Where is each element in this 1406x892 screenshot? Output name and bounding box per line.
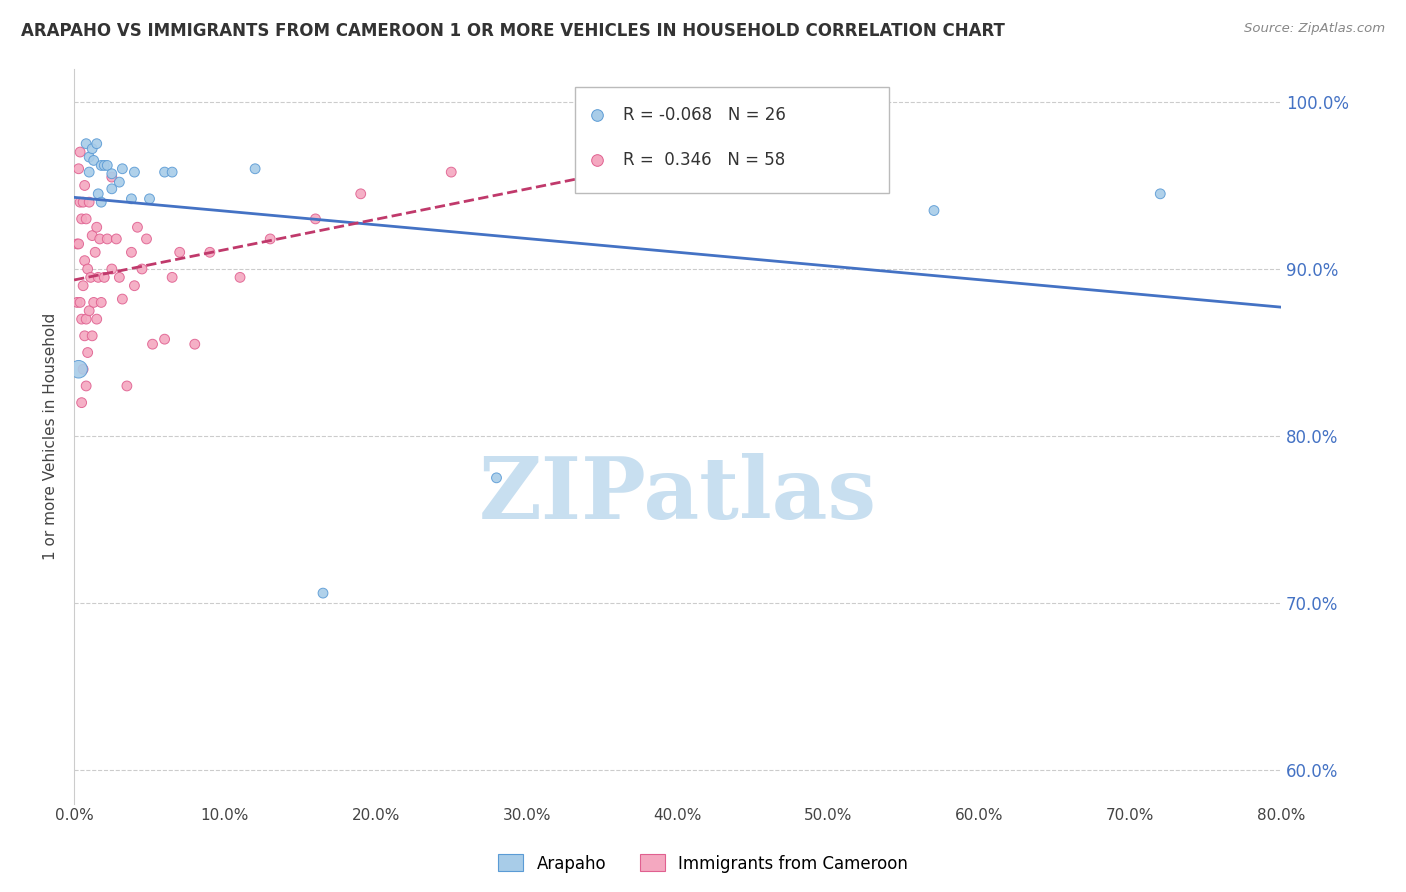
Point [67,161,90,176]
Point [72,195,94,210]
Y-axis label: 1 or more Vehicles in Household: 1 or more Vehicles in Household [44,312,58,559]
Point [66,236,89,251]
Point [131,262,153,277]
Text: ARAPAHO VS IMMIGRANTS FROM CAMEROON 1 OR MORE VEHICLES IN HOUSEHOLD CORRELATION : ARAPAHO VS IMMIGRANTS FROM CAMEROON 1 OR… [21,22,1005,40]
Point [76,262,98,277]
Point [77,195,100,210]
Point [101,170,124,185]
Text: ZIPatlas: ZIPatlas [478,453,876,537]
Point [69,195,91,210]
Point [70,395,93,409]
Point [440,165,463,179]
Point [127,220,149,235]
Point [101,262,124,277]
Point [485,471,508,485]
Point [75,136,97,151]
Point [96,232,118,246]
Point [77,165,100,179]
Point [243,161,266,176]
Point [108,270,131,285]
Point [87,186,110,201]
Point [69,295,91,310]
Point [120,192,142,206]
Point [96,158,118,172]
Point [229,270,252,285]
Point [115,379,138,393]
Point [198,245,221,260]
Point [77,303,100,318]
Point [108,175,131,189]
Point [86,312,108,326]
Point [135,232,157,246]
Point [141,337,163,351]
Point [101,167,124,181]
Point [70,211,93,226]
Point [69,145,91,159]
Point [716,200,738,214]
Point [111,292,134,306]
Point [93,158,115,172]
Legend: Arapaho, Immigrants from Cameroon: Arapaho, Immigrants from Cameroon [492,847,914,880]
Point [67,236,90,251]
Point [922,203,945,218]
Point [160,165,183,179]
Point [73,178,96,193]
Point [72,362,94,376]
Point [72,278,94,293]
Point [79,270,101,285]
Point [66,295,89,310]
Point [111,161,134,176]
Point [160,270,183,285]
Point [101,182,124,196]
Point [75,379,97,393]
Point [1149,186,1171,201]
Point [83,295,105,310]
Point [90,295,112,310]
Point [120,245,142,260]
Point [576,161,599,176]
Point [75,312,97,326]
Point [153,165,176,179]
Point [716,303,738,318]
Point [90,158,112,172]
Point [153,332,176,346]
Point [83,153,105,168]
Point [312,586,335,600]
Point [82,328,104,343]
Point [76,345,98,359]
Point [124,165,146,179]
Point [93,270,115,285]
Text: R = -0.068   N = 26: R = -0.068 N = 26 [623,106,786,124]
Point [86,136,108,151]
Point [169,245,191,260]
Point [350,186,373,201]
Point [138,192,160,206]
Point [67,362,90,376]
Point [84,245,107,260]
Text: Source: ZipAtlas.com: Source: ZipAtlas.com [1244,22,1385,36]
Point [82,228,104,243]
Point [75,211,97,226]
Point [105,232,128,246]
Point [87,270,110,285]
Point [86,220,108,235]
Point [73,253,96,268]
Point [304,211,326,226]
Point [89,232,111,246]
Point [124,278,146,293]
Text: R =  0.346   N = 58: R = 0.346 N = 58 [623,152,786,169]
Point [184,337,207,351]
Point [82,142,104,156]
FancyBboxPatch shape [575,87,889,194]
Point [90,195,112,210]
Point [259,232,281,246]
Point [73,328,96,343]
Point [77,150,100,164]
Point [70,312,93,326]
